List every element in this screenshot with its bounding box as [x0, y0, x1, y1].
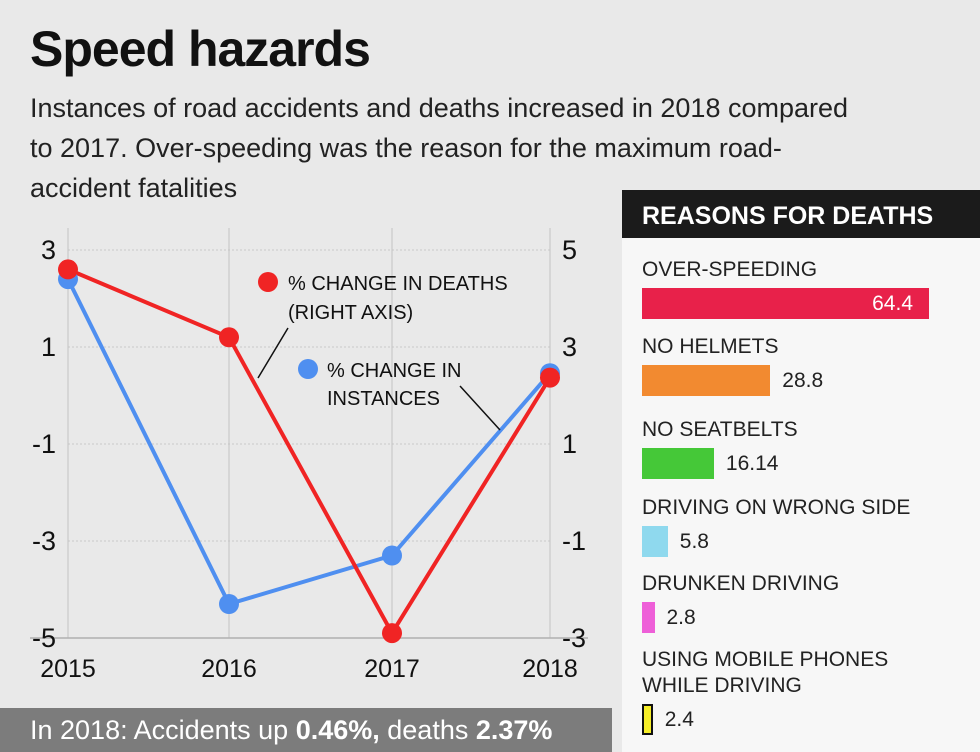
- left-axis-tick-label: 1: [41, 332, 56, 362]
- reason-label: OVER-SPEEDING: [642, 258, 818, 281]
- reason-value: 16.14: [725, 452, 779, 475]
- chart-title: Speed hazards: [30, 21, 371, 77]
- footer-accidents-value: 0.46%,: [295, 715, 380, 745]
- x-axis-tick-label: 2016: [201, 655, 257, 683]
- right-axis-tick-label: -3: [562, 623, 586, 653]
- reason-bar: [642, 704, 653, 735]
- reason-value: 28.8: [782, 369, 824, 392]
- reason-label: DRUNKEN DRIVING: [642, 572, 840, 595]
- x-axis-tick-label: 2018: [522, 655, 578, 683]
- deaths-data-point: [382, 623, 402, 644]
- deaths-series-line: [67, 267, 552, 636]
- footer-middle: deaths: [379, 715, 476, 745]
- reason-label: DRIVING ON WRONG SIDE: [642, 496, 911, 519]
- right-axis-tick-label: 5: [562, 235, 577, 265]
- left-axis-tick-label: -1: [32, 429, 56, 459]
- deaths-annotation-leader: [257, 327, 289, 379]
- x-axis-tick-label: 2017: [364, 655, 420, 683]
- chart-subtitle: Instances of road accidents and deaths i…: [30, 93, 849, 203]
- reason-label: WHILE DRIVING: [642, 674, 802, 697]
- reason-label: NO SEATBELTS: [642, 418, 798, 441]
- x-axis-tick-label: 2015: [40, 655, 96, 683]
- deaths-data-point: [58, 259, 78, 280]
- reason-value: 2.4: [664, 708, 694, 731]
- deaths-annotation-line2: (RIGHT AXIS): [288, 302, 413, 324]
- instances-series-line: [66, 278, 552, 606]
- right-axis-tick-label: -1: [562, 526, 586, 556]
- deaths-legend-dot: [258, 272, 278, 292]
- reason-label: USING MOBILE PHONES: [642, 648, 889, 671]
- left-axis-tick-label: -5: [32, 623, 56, 653]
- left-axis-tick-label: -3: [32, 526, 56, 556]
- footer-summary: In 2018: Accidents up 0.46%, deaths 2.37…: [0, 708, 612, 752]
- instances-data-point: [382, 545, 402, 566]
- instances-annotation-line2: INSTANCES: [327, 388, 440, 410]
- deaths-annotation-line1: % CHANGE IN DEATHS: [288, 273, 508, 295]
- footer-prefix: In 2018: Accidents up: [30, 715, 296, 745]
- reason-bar: [642, 526, 668, 557]
- footer-deaths-value: 2.37%: [475, 715, 553, 745]
- instances-annotation-leader: [459, 385, 501, 431]
- left-axis-tick-label: 3: [41, 235, 56, 265]
- right-axis-tick-label: 3: [562, 332, 577, 362]
- line-chart: 3 1 -1 -3 -5 5 3 1 -1 -3 2015 2016 2017 2018 % CHANGE …: [30, 228, 588, 683]
- reasons-panel: REASONS FOR DEATHS OVER-SPEEDING 64.4 NO H…: [622, 190, 980, 752]
- reason-bar: [642, 602, 655, 633]
- deaths-data-point: [219, 327, 239, 348]
- instances-legend-dot: [298, 359, 318, 379]
- reasons-header: REASONS FOR DEATHS: [622, 190, 980, 238]
- reason-bar: [642, 448, 714, 479]
- deaths-data-point: [540, 367, 560, 388]
- reason-bar: [642, 288, 929, 319]
- reason-value: 5.8: [679, 530, 709, 553]
- reason-value: 2.8: [666, 606, 696, 629]
- reason-label: NO HELMETS: [642, 335, 779, 358]
- right-axis-tick-label: 1: [562, 429, 577, 459]
- reason-bar: [642, 365, 771, 396]
- instances-annotation-line1: % CHANGE IN: [327, 360, 461, 382]
- reason-value: 64.4: [872, 292, 913, 315]
- instances-data-point: [219, 594, 239, 614]
